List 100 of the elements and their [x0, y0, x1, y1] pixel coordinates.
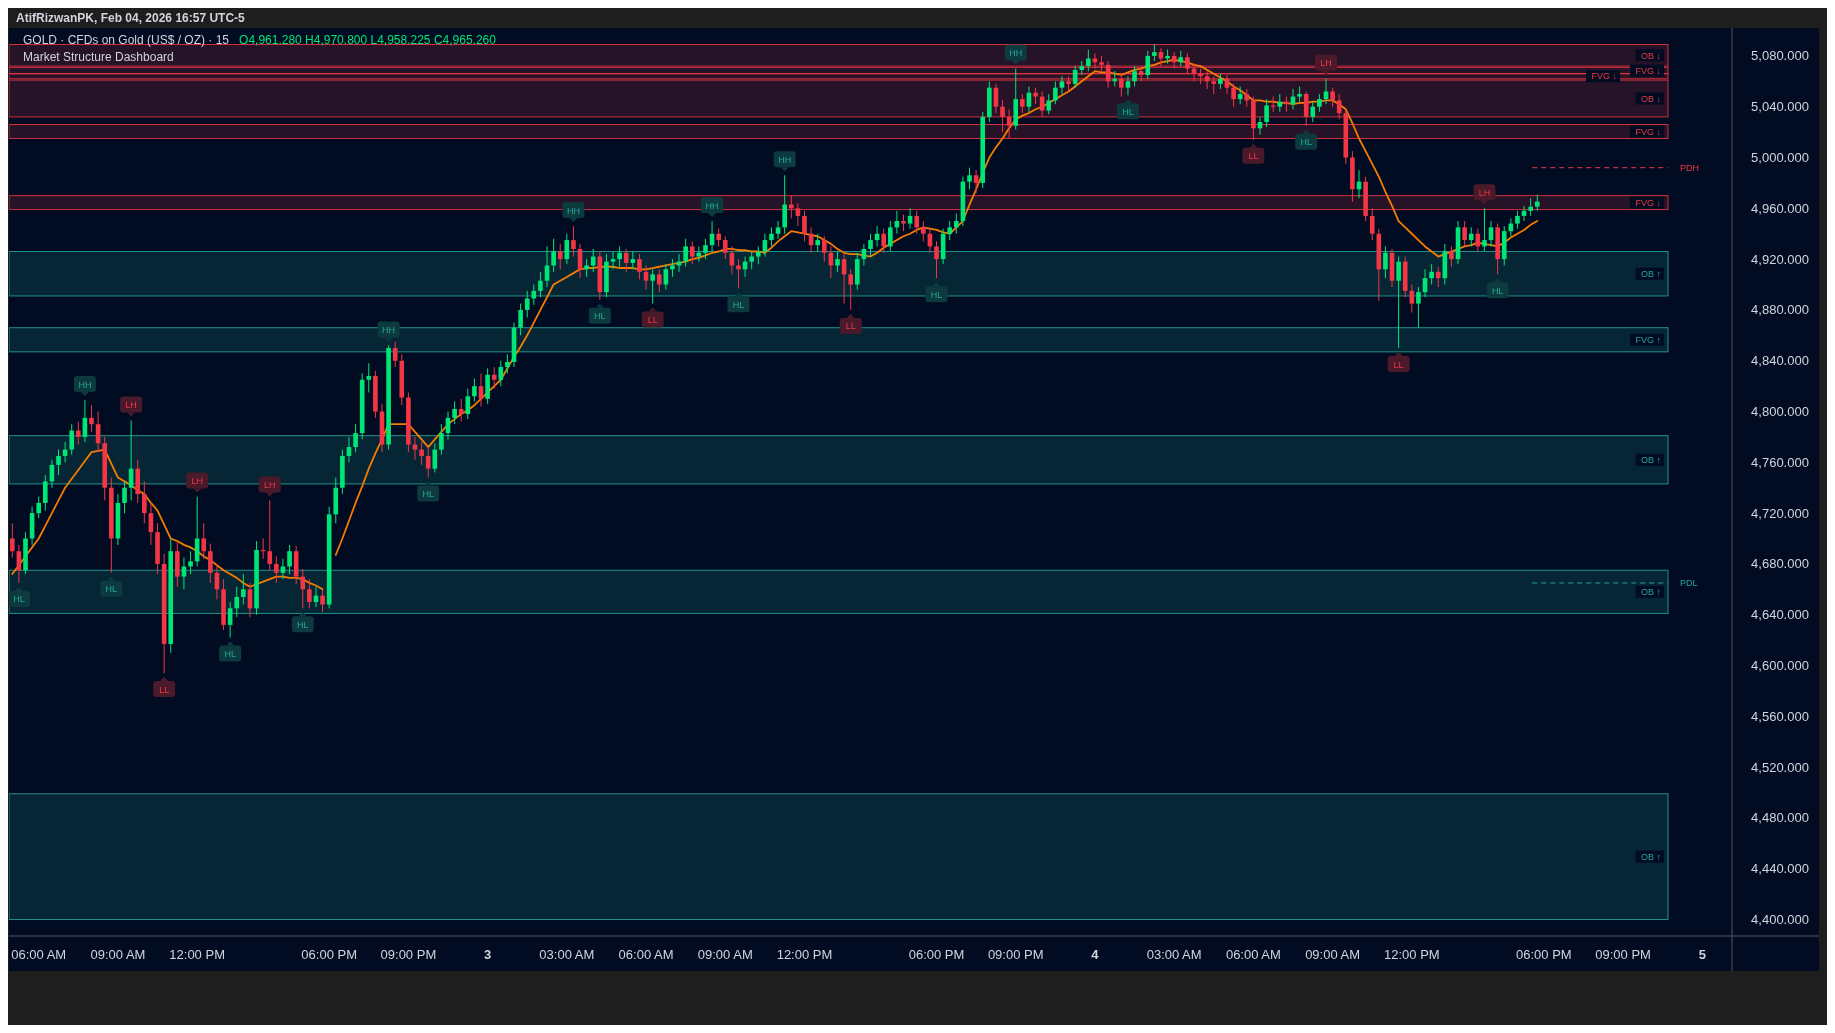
band-label: OB ↑ — [1640, 454, 1661, 465]
candlestick — [43, 474, 48, 512]
candlestick — [465, 388, 471, 420]
candlestick — [241, 573, 246, 606]
candlestick — [89, 404, 94, 433]
y-tick-label: 4,520.000 — [1751, 759, 1809, 775]
annotation: HH — [1009, 48, 1023, 59]
x-tick-label: 06:00 PM — [301, 947, 357, 962]
x-tick-label: 3 — [483, 947, 492, 962]
candlestick — [122, 480, 127, 514]
candlestick — [1185, 52, 1190, 75]
candlestick — [848, 268, 854, 311]
candlestick — [689, 240, 695, 265]
y-tick-label: 4,920.000 — [1751, 251, 1809, 267]
band-label: FVG ↓ — [1635, 65, 1661, 76]
candlestick — [907, 207, 913, 230]
x-tick-label: 09:00 PM — [380, 947, 437, 962]
candlestick — [425, 446, 431, 479]
candlestick — [419, 441, 424, 466]
y-tick-label: 4,480.000 — [1751, 810, 1809, 826]
candlestick — [795, 202, 801, 227]
candlestick — [544, 245, 550, 288]
candlestick — [234, 586, 240, 618]
candlestick — [914, 210, 920, 235]
candlestick — [1303, 91, 1309, 127]
candlestick — [1046, 93, 1052, 115]
annotation: HL — [1122, 106, 1134, 117]
candlestick — [472, 378, 477, 402]
candlestick — [1053, 80, 1058, 105]
candlestick — [868, 233, 873, 258]
x-tick-label: 09:00 PM — [987, 947, 1044, 962]
y-tick-label: 4,560.000 — [1751, 708, 1809, 724]
x-tick-label: 03:00 AM — [539, 947, 595, 962]
y-tick-label: 5,000.000 — [1751, 150, 1809, 166]
x-tick-label: 12:00 PM — [169, 947, 225, 962]
candlestick — [610, 251, 616, 270]
annotation: HL — [1491, 285, 1504, 296]
annotation: HL — [930, 289, 943, 300]
annotation: HH — [566, 205, 580, 216]
y-tick-label: 4,680.000 — [1751, 556, 1809, 572]
candlestick — [1059, 75, 1065, 95]
candlestick — [762, 233, 768, 258]
annotation: HL — [594, 311, 606, 322]
y-tick-label: 4,760.000 — [1751, 454, 1809, 470]
candlestick — [881, 228, 887, 254]
candlestick — [538, 271, 543, 298]
ref-line-label: PDL — [1680, 577, 1698, 588]
candlestick — [623, 248, 629, 273]
candlestick — [782, 174, 787, 235]
candlestick — [36, 496, 42, 519]
candlestick — [1264, 98, 1269, 128]
y-tick-label: 4,880.000 — [1751, 302, 1809, 318]
candlestick — [775, 220, 781, 240]
y-tick-label: 4,800.000 — [1751, 404, 1809, 420]
y-tick-label: 4,440.000 — [1751, 861, 1809, 877]
candlestick — [617, 245, 622, 268]
annotation: HL — [105, 584, 118, 595]
candlestick — [1449, 245, 1454, 268]
y-tick-label: 4,960.000 — [1751, 200, 1809, 216]
candlestick — [208, 543, 213, 584]
x-tick-label: 06:00 PM — [1516, 947, 1572, 962]
x-tick-label: 06:00 AM — [618, 947, 674, 962]
x-tick-label: 06:00 AM — [11, 947, 67, 962]
candlestick — [1429, 263, 1434, 286]
candlestick — [366, 362, 372, 393]
candlestick — [181, 557, 187, 590]
candlestick — [887, 220, 893, 253]
candlestick — [802, 210, 807, 242]
candlestick — [188, 550, 193, 575]
candlestick — [683, 238, 688, 268]
candlestick — [967, 167, 972, 190]
candlestick — [1482, 207, 1487, 253]
candlestick — [1086, 49, 1091, 72]
candlestick — [1416, 286, 1421, 329]
annotation: HH — [382, 324, 396, 335]
candlestick — [353, 423, 358, 453]
candlestick — [1000, 99, 1005, 133]
candlestick — [736, 258, 741, 289]
candlestick — [76, 421, 81, 446]
candlestick — [1132, 65, 1137, 87]
candlestick — [656, 268, 662, 293]
candlestick — [524, 290, 530, 319]
candlestick — [557, 243, 563, 270]
candlestick — [1119, 73, 1124, 98]
y-tick-label: 4,640.000 — [1751, 607, 1809, 623]
candlestick — [452, 400, 457, 425]
annotation: HL — [13, 594, 25, 605]
candlestick — [821, 235, 827, 263]
candlestick — [1310, 101, 1316, 123]
band-label: FVG ↓ — [1635, 197, 1661, 208]
candlestick — [921, 220, 926, 242]
annotation: HL — [1300, 137, 1312, 148]
y-tick-label: 4,720.000 — [1751, 505, 1809, 521]
band-label: FVG ↓ — [1635, 126, 1661, 137]
candlestick — [650, 268, 655, 305]
chart-subtitle: O4,961.280 H4,970.800 L4,958.225 C4,965.260 — [239, 33, 497, 47]
candlestick — [1435, 266, 1441, 288]
band-label: OB ↓ — [1640, 50, 1661, 61]
candlestick — [551, 238, 556, 273]
x-tick-label: 09:00 AM — [697, 947, 753, 962]
